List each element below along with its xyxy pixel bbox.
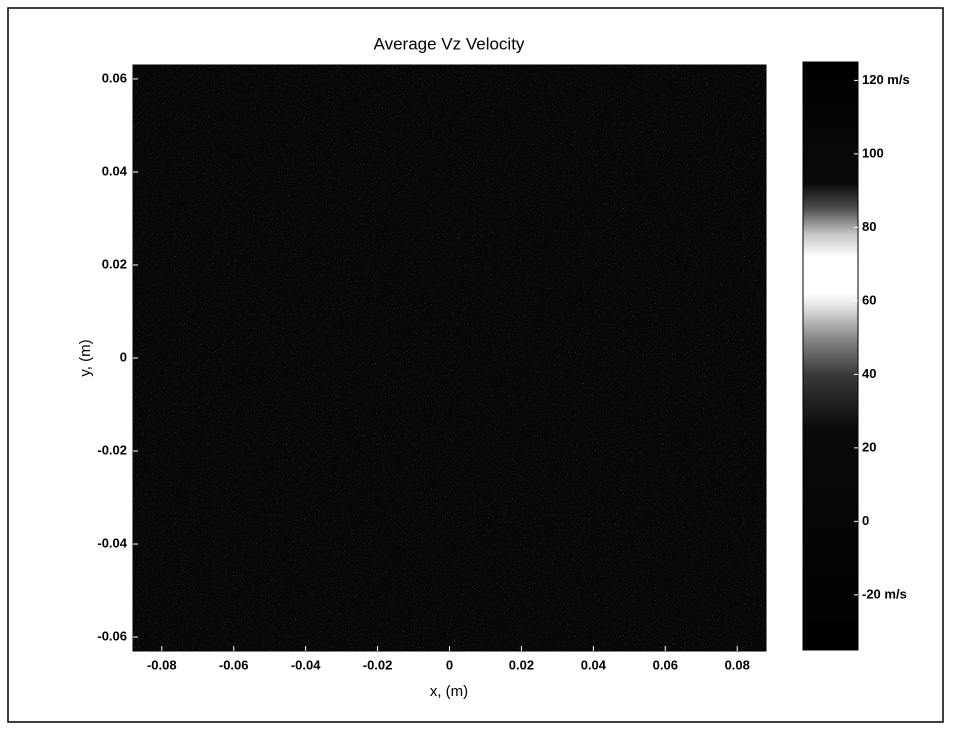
colorbar-tick-label: -20 m/s [862,586,907,601]
y-tick-label: -0.04 [97,535,127,550]
colorbar-tick-label: 0 [862,513,869,528]
y-tick-label: -0.06 [97,628,127,643]
x-tick-label: -0.08 [147,657,177,672]
colorbar-tick-label: 60 [862,292,876,307]
x-tick-label: 0.08 [725,657,750,672]
colorbar-tick-label: 100 [862,145,884,160]
x-tick-label: 0.04 [581,657,607,672]
y-tick-label: 0.02 [102,256,127,271]
x-tick-label: -0.04 [291,657,321,672]
x-tick-label: -0.06 [219,657,249,672]
x-tick-label: 0.02 [509,657,534,672]
y-tick-label: -0.02 [97,442,127,457]
y-tick-label: 0.06 [102,70,127,85]
colorbar [802,61,859,651]
colorbar-tick-label: 80 [862,219,876,234]
colorbar-tick-label: 40 [862,366,876,381]
x-axis-label: x, (m) [430,683,468,700]
frame [7,7,944,723]
x-tick-label: 0.06 [653,657,678,672]
x-tick-label: 0 [446,657,453,672]
y-axis-label: y, (m) [77,339,94,376]
y-tick-label: 0 [120,349,127,364]
chart-title: Average Vz Velocity [374,34,525,53]
colorbar-tick-label: 20 [862,439,876,454]
image-texture [133,65,766,651]
y-tick-label: 0.04 [102,163,128,178]
colorbar-tick-label: 120 m/s [862,72,910,87]
x-tick-label: -0.02 [363,657,393,672]
